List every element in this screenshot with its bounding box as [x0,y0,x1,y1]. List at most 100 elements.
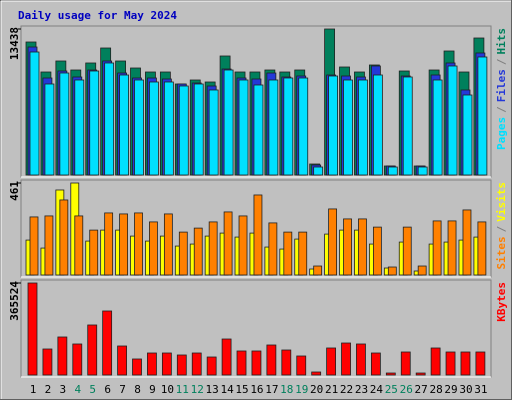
bar [44,83,55,176]
bar [432,79,443,176]
x-tick-label: 9 [149,383,156,396]
bar [27,282,38,376]
bar [223,69,234,176]
x-tick-label: 10 [161,383,174,396]
legend-separator: / [495,225,508,232]
bar [42,348,53,376]
x-tick-label: 11 [176,383,189,396]
x-tick-label: 16 [250,383,263,396]
bar [358,79,368,176]
bar [477,56,488,176]
bar [372,74,383,176]
bar [89,229,99,276]
bar [29,51,40,176]
bar [161,352,172,376]
bar [176,354,187,376]
bar [343,79,353,176]
bar [178,231,188,276]
bar [326,347,337,376]
bar [44,215,54,276]
bar [102,310,113,376]
bar [385,372,396,376]
bar [253,84,264,176]
legend: Pages / Files / Hits [495,28,508,150]
bar [372,226,382,276]
bar [163,81,174,176]
x-tick-label: 4 [74,383,81,396]
bar [402,226,412,276]
y-tick-label: 365524 [8,281,21,321]
bar [117,345,127,376]
bar [370,352,381,376]
bar [268,79,279,176]
x-tick-label: 26 [400,383,413,396]
bar [415,372,426,376]
bar [462,94,473,176]
x-tick-label: 30 [459,383,472,396]
bar [387,266,397,276]
bar [417,166,428,176]
legend-entry: Files [495,69,508,102]
bar [238,215,248,276]
bar [193,227,203,276]
bar [311,371,322,376]
x-tick-label: 20 [310,383,323,396]
bar [253,194,263,276]
bar [104,212,114,276]
bar [432,220,442,276]
x-tick-label: 18 [280,383,293,396]
legend-separator: / [495,58,508,65]
bar [223,211,233,276]
x-tick-label: 27 [415,383,428,396]
legend: Sites / Visits [495,182,508,270]
chart-title: Daily usage for May 2024 [18,9,177,22]
bar [460,351,471,376]
bar [447,220,457,276]
bar [343,218,352,276]
bar [134,79,144,176]
bar [238,79,249,176]
y-tick-label: 13438 [8,27,21,60]
x-tick-label: 6 [104,383,111,396]
x-tick-label: 7 [119,383,126,396]
bar [328,208,338,276]
bar [475,351,486,376]
legend-entry: Visits [495,182,508,222]
x-tick-label: 19 [295,383,308,396]
bar [59,72,70,176]
bar [193,83,204,176]
bar [208,89,219,176]
bar [430,347,441,376]
legend: KBytes [495,282,508,322]
bar [266,344,277,376]
bar [387,166,398,176]
x-tick-label: 15 [235,383,248,396]
bar [296,355,307,376]
bar [147,352,157,376]
bar [400,351,411,376]
bar [358,218,367,276]
x-tick-label: 24 [370,383,384,396]
bar [402,76,413,176]
x-tick-label: 29 [444,383,457,396]
bar [74,79,85,176]
bar [119,74,129,176]
bar [104,62,115,176]
x-tick-label: 13 [206,383,219,396]
bar [87,324,98,376]
x-tick-label: 8 [134,383,141,396]
bar [163,213,173,276]
bar [149,81,159,176]
bar [313,265,323,276]
bar [89,70,100,176]
bar [313,166,324,176]
bar [57,336,68,376]
legend-entry: Sites [495,236,508,269]
bar [281,349,292,376]
bar [149,221,158,276]
bar [417,265,427,276]
x-tick-label: 14 [220,383,234,396]
bar [59,199,69,276]
bar [72,343,83,376]
bar [328,75,339,176]
